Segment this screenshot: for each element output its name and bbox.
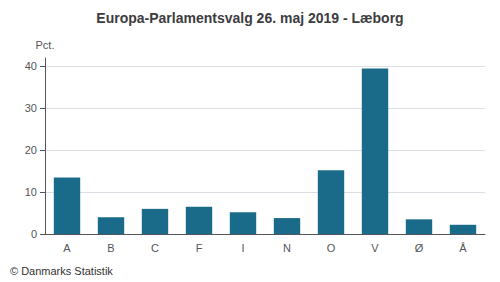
svg-text:A: A bbox=[63, 242, 71, 254]
svg-text:N: N bbox=[283, 242, 291, 254]
svg-text:F: F bbox=[196, 242, 203, 254]
svg-text:C: C bbox=[151, 242, 159, 254]
svg-text:30: 30 bbox=[25, 102, 37, 114]
svg-text:I: I bbox=[241, 242, 244, 254]
svg-text:Å: Å bbox=[459, 242, 467, 254]
svg-text:10: 10 bbox=[25, 186, 37, 198]
svg-text:Ø: Ø bbox=[415, 242, 424, 254]
svg-text:© Danmarks Statistik: © Danmarks Statistik bbox=[10, 265, 113, 277]
svg-text:20: 20 bbox=[25, 144, 37, 156]
svg-text:Europa-Parlamentsvalg 26. maj: Europa-Parlamentsvalg 26. maj 2019 - Læb… bbox=[96, 10, 403, 26]
svg-text:Pct.: Pct. bbox=[36, 39, 55, 51]
svg-text:40: 40 bbox=[25, 60, 37, 72]
svg-text:O: O bbox=[327, 242, 336, 254]
svg-text:B: B bbox=[107, 242, 114, 254]
svg-text:V: V bbox=[371, 242, 379, 254]
svg-text:0: 0 bbox=[31, 228, 37, 240]
